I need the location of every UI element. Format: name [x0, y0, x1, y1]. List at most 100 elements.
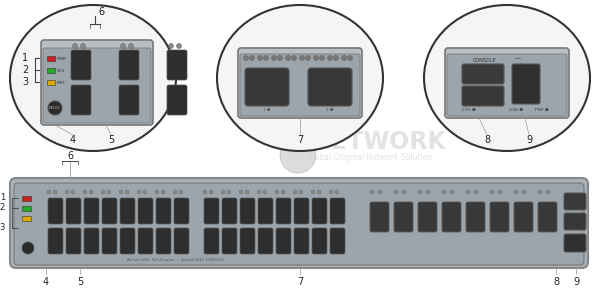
- Circle shape: [169, 44, 173, 49]
- FancyBboxPatch shape: [204, 228, 219, 254]
- Circle shape: [293, 190, 297, 194]
- FancyBboxPatch shape: [48, 228, 63, 254]
- Circle shape: [128, 44, 133, 49]
- Circle shape: [329, 190, 333, 194]
- Text: 9: 9: [526, 135, 532, 145]
- FancyBboxPatch shape: [462, 86, 504, 106]
- FancyBboxPatch shape: [394, 202, 413, 232]
- Ellipse shape: [424, 5, 590, 151]
- FancyBboxPatch shape: [240, 228, 255, 254]
- FancyBboxPatch shape: [119, 50, 139, 80]
- Circle shape: [176, 44, 182, 49]
- FancyBboxPatch shape: [312, 198, 327, 224]
- FancyBboxPatch shape: [66, 228, 81, 254]
- FancyBboxPatch shape: [167, 50, 187, 80]
- Circle shape: [239, 190, 243, 194]
- Text: 7: 7: [297, 277, 303, 287]
- Circle shape: [328, 56, 332, 61]
- Circle shape: [65, 190, 69, 194]
- Circle shape: [305, 56, 311, 61]
- Circle shape: [341, 56, 347, 61]
- FancyBboxPatch shape: [119, 85, 139, 115]
- Circle shape: [311, 190, 315, 194]
- Text: SYS: SYS: [57, 68, 65, 73]
- Text: 1: 1: [22, 53, 28, 63]
- Text: HI-NETWORK: HI-NETWORK: [274, 130, 446, 154]
- FancyBboxPatch shape: [564, 193, 586, 210]
- Text: 5: 5: [108, 135, 114, 145]
- FancyBboxPatch shape: [538, 202, 557, 232]
- FancyBboxPatch shape: [294, 228, 309, 254]
- Circle shape: [320, 56, 325, 61]
- Circle shape: [277, 56, 283, 61]
- Bar: [22, 206, 31, 211]
- Circle shape: [317, 190, 321, 194]
- FancyBboxPatch shape: [102, 228, 117, 254]
- FancyBboxPatch shape: [564, 213, 586, 230]
- FancyBboxPatch shape: [10, 178, 588, 268]
- FancyBboxPatch shape: [48, 198, 63, 224]
- Text: 4: 4: [43, 277, 49, 287]
- FancyBboxPatch shape: [442, 202, 461, 232]
- Circle shape: [514, 190, 518, 194]
- Bar: [47, 56, 55, 61]
- Text: 6: 6: [98, 7, 104, 17]
- Circle shape: [47, 190, 51, 194]
- Bar: [22, 216, 31, 221]
- Text: 6: 6: [67, 151, 73, 161]
- Text: PWR: PWR: [57, 56, 67, 61]
- Text: 1 ●: 1 ●: [263, 108, 271, 112]
- FancyBboxPatch shape: [462, 64, 504, 84]
- Circle shape: [314, 56, 319, 61]
- Circle shape: [257, 190, 261, 194]
- Circle shape: [22, 242, 34, 254]
- Circle shape: [221, 190, 225, 194]
- Text: Your Global Original Network Solution: Your Global Original Network Solution: [288, 154, 432, 163]
- Text: PNP ●: PNP ●: [535, 108, 549, 112]
- FancyBboxPatch shape: [120, 198, 135, 224]
- Ellipse shape: [217, 5, 383, 151]
- Circle shape: [119, 190, 123, 194]
- Circle shape: [263, 56, 269, 61]
- Circle shape: [250, 56, 254, 61]
- Circle shape: [546, 190, 550, 194]
- FancyBboxPatch shape: [138, 198, 153, 224]
- Circle shape: [209, 190, 213, 194]
- Text: Active LED: Full-Duplex     Speed LED: 100M/1G: Active LED: Full-Duplex Speed LED: 100M/…: [127, 258, 223, 262]
- Circle shape: [73, 44, 77, 49]
- Circle shape: [275, 190, 279, 194]
- Circle shape: [71, 190, 75, 194]
- FancyBboxPatch shape: [276, 198, 291, 224]
- Text: 8: 8: [553, 277, 559, 287]
- Text: 3: 3: [22, 77, 28, 87]
- Circle shape: [245, 190, 249, 194]
- Circle shape: [257, 56, 263, 61]
- Text: 4: 4: [70, 135, 76, 145]
- Circle shape: [394, 190, 398, 194]
- FancyBboxPatch shape: [66, 198, 81, 224]
- FancyBboxPatch shape: [330, 228, 345, 254]
- Circle shape: [498, 190, 502, 194]
- Circle shape: [402, 190, 406, 194]
- Circle shape: [143, 190, 147, 194]
- Circle shape: [370, 190, 374, 194]
- FancyBboxPatch shape: [258, 228, 273, 254]
- FancyBboxPatch shape: [512, 64, 540, 104]
- FancyBboxPatch shape: [14, 183, 584, 265]
- FancyBboxPatch shape: [418, 202, 437, 232]
- Circle shape: [244, 56, 248, 61]
- FancyBboxPatch shape: [71, 85, 91, 115]
- Text: MODE: MODE: [49, 106, 61, 110]
- Circle shape: [179, 190, 183, 194]
- FancyBboxPatch shape: [308, 68, 352, 106]
- FancyBboxPatch shape: [156, 198, 171, 224]
- Circle shape: [280, 137, 316, 173]
- Text: 3: 3: [0, 224, 5, 232]
- FancyBboxPatch shape: [174, 228, 189, 254]
- Circle shape: [426, 190, 430, 194]
- Circle shape: [101, 190, 105, 194]
- Circle shape: [121, 44, 125, 49]
- FancyBboxPatch shape: [445, 48, 569, 118]
- FancyBboxPatch shape: [222, 198, 237, 224]
- Text: 2: 2: [22, 65, 28, 75]
